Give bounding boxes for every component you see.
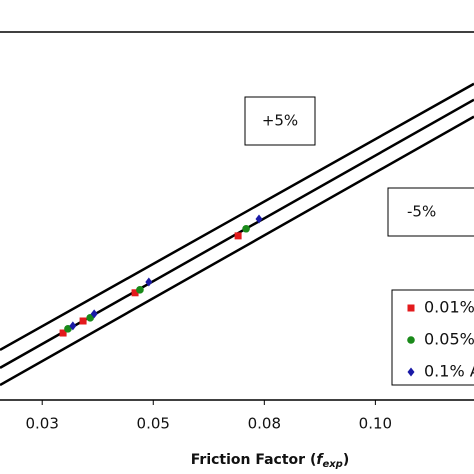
marker	[407, 336, 415, 344]
marker	[69, 321, 77, 331]
marker	[234, 232, 242, 240]
marker	[255, 214, 263, 224]
x-label-text: )	[343, 452, 349, 468]
legend	[391, 289, 474, 386]
marker	[242, 224, 250, 233]
marker	[86, 314, 94, 322]
x-tick-label: 0.08	[248, 415, 281, 433]
legend-label: 0.1% A	[424, 362, 474, 381]
reference-line	[0, 82, 474, 352]
x-tick-label: 0.03	[25, 415, 58, 433]
x-axis-label: Friction Factor (fexp)	[191, 452, 350, 470]
annotation-box	[244, 96, 316, 146]
annotation: +5%	[262, 112, 298, 130]
x-label-text: Friction Factor (	[191, 452, 317, 468]
legend-label: 0.05%	[424, 330, 474, 349]
marker	[407, 304, 415, 312]
marker	[145, 277, 153, 287]
plot-area	[0, 82, 474, 387]
x-tick-label: 0.05	[137, 415, 170, 433]
marker	[136, 286, 144, 294]
marker	[64, 325, 72, 333]
reference-line	[0, 115, 474, 387]
marker	[59, 329, 67, 337]
x-tick-label: 0.10	[359, 415, 392, 433]
legend-label: 0.01%	[424, 298, 474, 317]
x-label-var: f	[316, 452, 324, 468]
marker	[131, 289, 139, 297]
marker	[407, 367, 415, 377]
annotation-box	[387, 187, 474, 237]
annotation: -5%	[407, 203, 436, 221]
x-label-sub: exp	[322, 459, 342, 470]
legend-entries: 0.01% 0.05% 0.1% A	[407, 298, 474, 381]
marker	[90, 309, 98, 319]
marker	[79, 317, 87, 325]
